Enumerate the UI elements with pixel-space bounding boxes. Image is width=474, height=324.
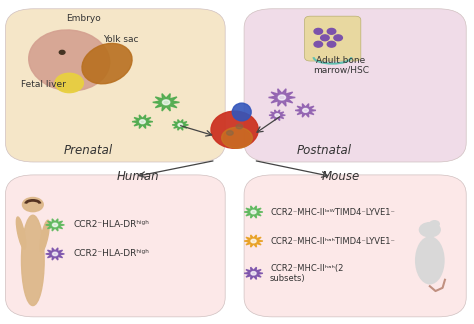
Polygon shape — [269, 110, 285, 121]
Ellipse shape — [232, 103, 251, 121]
FancyBboxPatch shape — [244, 9, 466, 162]
Polygon shape — [295, 104, 316, 117]
Polygon shape — [172, 120, 189, 130]
Circle shape — [227, 131, 233, 135]
Polygon shape — [46, 219, 64, 231]
FancyBboxPatch shape — [5, 9, 225, 162]
Polygon shape — [132, 115, 153, 128]
Ellipse shape — [21, 215, 44, 306]
Circle shape — [53, 252, 58, 256]
Text: Prenatal: Prenatal — [64, 144, 113, 157]
Text: CCR2⁻HLA-DRʰⁱᵍʰ: CCR2⁻HLA-DRʰⁱᵍʰ — [74, 249, 150, 259]
Polygon shape — [244, 206, 263, 218]
Ellipse shape — [29, 30, 109, 91]
Text: Postnatal: Postnatal — [297, 144, 352, 157]
Circle shape — [278, 95, 285, 100]
Text: CCR2⁻MHC-IIʰᵃʰTIMD4⁻LYVE1⁻: CCR2⁻MHC-IIʰᵃʰTIMD4⁻LYVE1⁻ — [270, 237, 395, 246]
Circle shape — [314, 29, 322, 34]
Circle shape — [236, 124, 243, 129]
Circle shape — [53, 223, 58, 227]
Ellipse shape — [17, 217, 26, 249]
Circle shape — [275, 114, 279, 117]
Ellipse shape — [82, 43, 132, 84]
Circle shape — [251, 239, 256, 243]
Circle shape — [251, 210, 256, 214]
Polygon shape — [244, 267, 263, 279]
Circle shape — [430, 221, 439, 227]
Polygon shape — [244, 235, 263, 247]
Circle shape — [334, 35, 342, 41]
Circle shape — [22, 198, 43, 212]
Ellipse shape — [416, 237, 444, 284]
Ellipse shape — [222, 127, 252, 148]
Circle shape — [55, 73, 83, 93]
Circle shape — [314, 41, 322, 47]
Circle shape — [327, 41, 336, 47]
FancyBboxPatch shape — [5, 175, 225, 317]
Text: Embryo: Embryo — [66, 14, 101, 23]
Text: Mouse: Mouse — [322, 170, 360, 183]
Circle shape — [303, 109, 309, 112]
Ellipse shape — [211, 111, 258, 148]
Circle shape — [327, 29, 336, 34]
Polygon shape — [153, 94, 180, 111]
Polygon shape — [269, 89, 295, 106]
Circle shape — [419, 223, 440, 237]
Circle shape — [178, 123, 182, 126]
Text: CCR2⁻MHC-IIʰᵃʰ(2
subsets): CCR2⁻MHC-IIʰᵃʰ(2 subsets) — [270, 264, 344, 283]
Text: Fetal liver: Fetal liver — [21, 80, 66, 89]
Polygon shape — [46, 248, 64, 260]
FancyBboxPatch shape — [244, 175, 466, 317]
Text: Human: Human — [117, 170, 159, 183]
Circle shape — [140, 120, 146, 124]
Text: Yolk sac: Yolk sac — [103, 35, 139, 44]
Circle shape — [59, 50, 65, 54]
Text: Adult bone
marrow/HSC: Adult bone marrow/HSC — [313, 55, 369, 75]
Ellipse shape — [40, 220, 49, 252]
Circle shape — [251, 272, 256, 275]
Circle shape — [320, 35, 329, 41]
Text: CCR2⁻HLA-DRʰⁱᵍʰ: CCR2⁻HLA-DRʰⁱᵍʰ — [74, 220, 150, 229]
FancyBboxPatch shape — [305, 16, 361, 61]
Text: CCR2⁻MHC-IIᴵᵒᵂTIMD4⁻LYVE1⁻: CCR2⁻MHC-IIᴵᵒᵂTIMD4⁻LYVE1⁻ — [270, 207, 395, 216]
Circle shape — [163, 100, 170, 105]
